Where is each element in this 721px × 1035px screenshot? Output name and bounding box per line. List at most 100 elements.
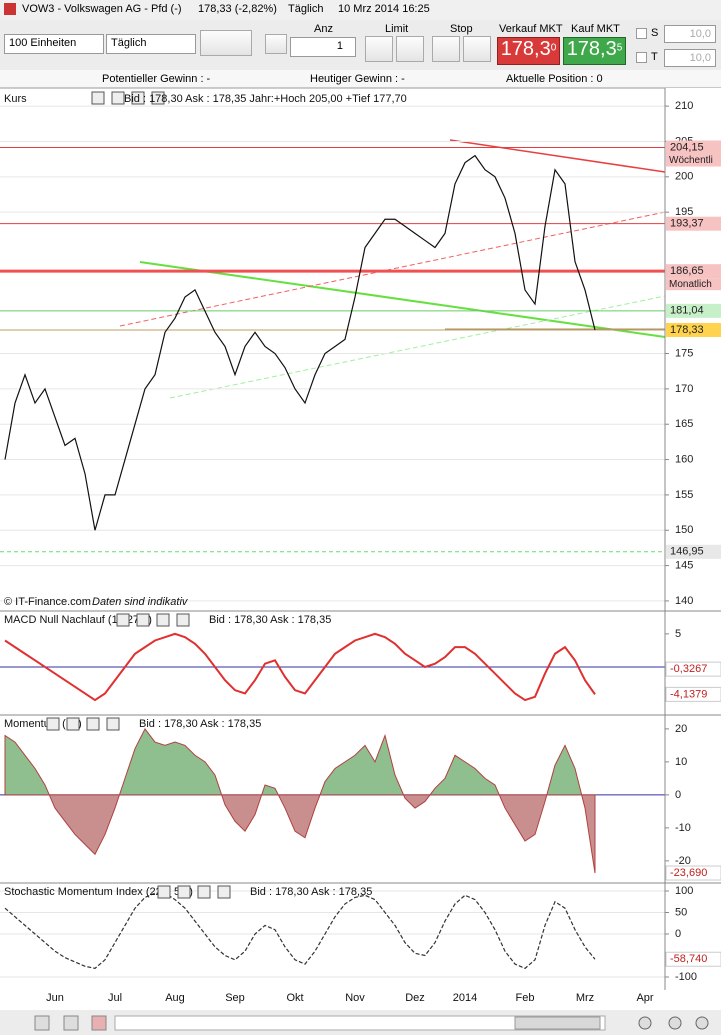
t-input[interactable]: 10,0 <box>664 49 716 67</box>
level-label-bg <box>666 544 721 559</box>
sell-button[interactable]: 178,30 <box>497 37 560 65</box>
x-tick-label: Sep <box>225 992 245 1004</box>
level-tag: Monatlich <box>669 279 712 290</box>
trendline <box>139 261 666 338</box>
limit-sell-button[interactable] <box>396 36 424 62</box>
level-label-bg <box>666 140 721 155</box>
panel-icon[interactable] <box>131 91 145 105</box>
settings-button[interactable] <box>265 34 287 54</box>
panel-icon[interactable] <box>177 885 191 899</box>
zoom-out[interactable] <box>638 1016 652 1030</box>
panel-subtitle: Bid : 178,30 Ask : 178,35 <box>139 718 261 730</box>
level-label: 178,33 <box>670 324 704 336</box>
period-select[interactable]: Täglich <box>106 34 196 54</box>
scroll-thumb[interactable] <box>514 1016 601 1030</box>
t-label: T <box>651 51 658 63</box>
s-input[interactable]: 10,0 <box>664 25 716 43</box>
s-checkbox[interactable] <box>636 28 647 39</box>
scroll-track[interactable] <box>114 1015 606 1031</box>
tool-icon[interactable] <box>34 1015 50 1031</box>
x-tick-label: Nov <box>345 992 365 1004</box>
x-tick-label: Jun <box>46 992 64 1004</box>
level-label: 204,15 <box>670 141 704 153</box>
panel-icon[interactable] <box>106 717 120 731</box>
y-tick-label: 195 <box>675 206 693 218</box>
stop-buy-button[interactable] <box>432 36 460 62</box>
y-tick-label: 165 <box>675 418 693 430</box>
window-datetime: 10 Mrz 2014 16:25 <box>338 3 430 15</box>
panel-title: Kurs <box>4 93 27 105</box>
value-marker-bg <box>665 686 721 702</box>
panel-title: Stochastic Momentum Index (22 3 5 3) <box>4 886 193 898</box>
panel-icon[interactable] <box>157 885 171 899</box>
chart-type-button[interactable] <box>200 30 252 56</box>
window-interval: Täglich <box>288 3 324 15</box>
status-potential: Potentieller Gewinn : - <box>102 73 211 85</box>
y-tick-label: 170 <box>675 383 693 395</box>
buy-button[interactable]: 178,35 <box>563 37 626 65</box>
anz-input[interactable]: 1 <box>290 37 356 57</box>
panel-icon[interactable] <box>66 717 80 731</box>
panel-title: MACD Null Nachlauf (12 27 9) <box>4 614 152 626</box>
x-tick-label: Aug <box>165 992 185 1004</box>
level-label-bg <box>666 216 721 231</box>
panel-icon[interactable] <box>197 885 211 899</box>
tool-icon[interactable] <box>91 1015 107 1031</box>
tool-icon[interactable] <box>63 1015 79 1031</box>
panel-icon[interactable] <box>116 613 130 627</box>
panel-icon[interactable] <box>111 91 125 105</box>
y-tick-label: 0 <box>675 928 681 940</box>
panel-icon[interactable] <box>136 613 150 627</box>
value-marker-bg <box>665 865 721 881</box>
x-tick-label: Apr <box>636 992 653 1004</box>
trendline <box>169 295 666 399</box>
panel-icon[interactable] <box>156 613 170 627</box>
panel-icon[interactable] <box>217 885 231 899</box>
y-tick-label: 160 <box>675 453 693 465</box>
y-tick-label: 0 <box>675 789 681 801</box>
source: © IT-Finance.com <box>4 596 91 608</box>
zoom-reset[interactable] <box>695 1016 709 1030</box>
y-tick-label: 200 <box>675 171 693 183</box>
buy-price: 178,3 <box>566 38 617 60</box>
indicator-line <box>4 892 596 970</box>
y-tick-label: 140 <box>675 595 693 607</box>
zoom-in[interactable] <box>668 1016 682 1030</box>
note: Daten sind indikativ <box>92 596 189 608</box>
level-label-bg <box>666 264 721 279</box>
panel-icon[interactable] <box>151 91 165 105</box>
anz-label: Anz <box>314 23 333 35</box>
t-checkbox[interactable] <box>636 52 647 63</box>
panel-icon[interactable] <box>91 91 105 105</box>
panel-icon[interactable] <box>176 613 190 627</box>
x-tick-label: Jul <box>108 992 122 1004</box>
quantity-select[interactable]: 100 Einheiten <box>4 34 104 54</box>
x-tick-label: Mrz <box>576 992 594 1004</box>
y-tick-label: 50 <box>675 906 687 918</box>
buy-price-fraction: 5 <box>616 42 623 54</box>
level-tag-bg <box>666 154 721 167</box>
panel-icon[interactable] <box>86 717 100 731</box>
panel-subtitle: Bid : 178,30 Ask : 178,35 <box>250 886 372 898</box>
value-marker: -23,690 <box>670 867 707 879</box>
y-tick-label: 155 <box>675 489 693 501</box>
s-label: S <box>651 27 659 39</box>
sell-label: Verkauf MKT <box>499 23 563 35</box>
level-label: 181,04 <box>670 305 704 317</box>
value-marker-bg <box>665 661 721 677</box>
x-tick-label: Dez <box>405 992 425 1004</box>
level-label: 193,37 <box>670 218 704 230</box>
y-tick-label: 5 <box>675 628 681 640</box>
app-icon <box>4 3 16 15</box>
stop-sell-button[interactable] <box>463 36 491 62</box>
y-tick-label: 145 <box>675 559 693 571</box>
limit-label: Limit <box>385 23 409 35</box>
x-tick-label: Okt <box>286 992 303 1004</box>
limit-buy-button[interactable] <box>365 36 393 62</box>
y-tick-label: -20 <box>675 855 691 867</box>
title-bar <box>0 0 721 20</box>
panel-icon[interactable] <box>46 717 60 731</box>
sell-price-fraction: 0 <box>550 42 557 54</box>
